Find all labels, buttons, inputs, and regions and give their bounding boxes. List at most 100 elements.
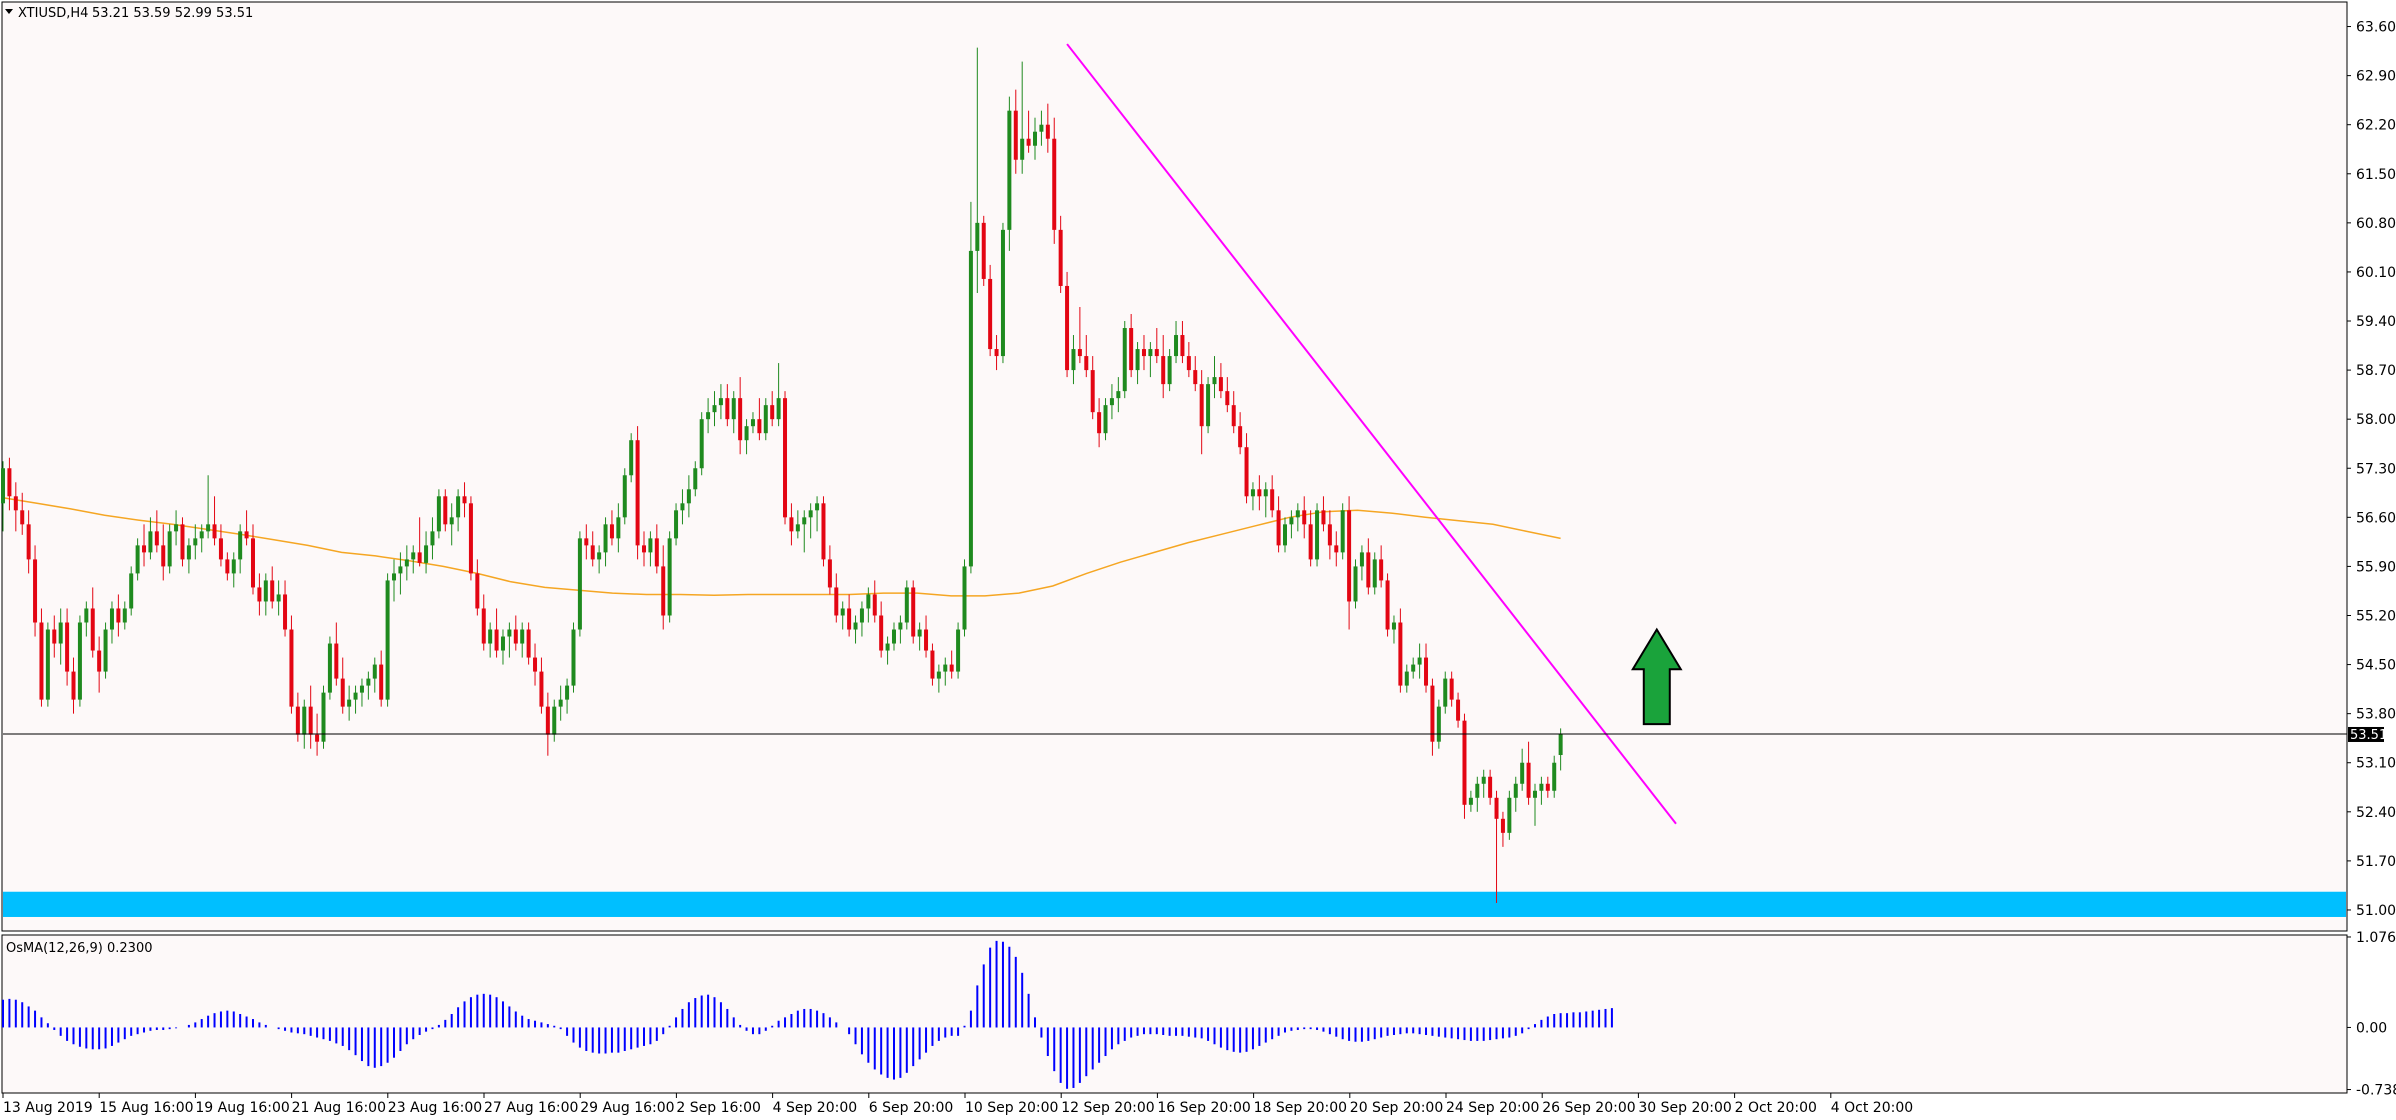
candle: [1026, 110, 1031, 153]
candle: [706, 398, 711, 434]
candle: [571, 622, 576, 693]
candle: [1507, 790, 1512, 840]
candle-body: [770, 405, 775, 420]
candle-body: [84, 608, 89, 623]
candle: [616, 503, 621, 553]
candle-body: [680, 503, 685, 511]
candle: [802, 510, 807, 553]
candle-body: [776, 398, 781, 420]
candle: [994, 335, 999, 371]
candle-body: [77, 622, 82, 700]
candle: [1552, 755, 1557, 798]
candle-body: [1000, 229, 1005, 357]
current-price-tag-box: [2348, 726, 2384, 742]
candle-body: [616, 517, 621, 539]
candle: [1321, 496, 1326, 532]
price-tick-label: 58.70: [2356, 363, 2396, 379]
candle: [52, 615, 57, 658]
candle: [321, 685, 326, 749]
candle-body: [949, 664, 954, 672]
symbol-dropdown-icon[interactable]: [5, 9, 13, 14]
candle-body: [263, 580, 268, 602]
candle: [417, 517, 422, 567]
candle: [231, 552, 236, 588]
candle: [436, 489, 441, 539]
candle: [904, 580, 909, 630]
candle-body: [1141, 349, 1146, 357]
candle-body: [1417, 657, 1422, 665]
candle-body: [218, 538, 223, 560]
candle: [1347, 496, 1352, 630]
time-tick-label: 15 Aug 16:00: [99, 1100, 193, 1116]
time-tick-label: 26 Sep 20:00: [1542, 1100, 1635, 1116]
candle-body: [1250, 489, 1255, 497]
candle: [122, 601, 127, 630]
candle: [827, 545, 832, 595]
candle-body: [1398, 622, 1403, 686]
candle-body: [520, 629, 525, 644]
candle-body: [295, 706, 300, 735]
price-tick-label: 62.90: [2356, 69, 2396, 85]
candle: [161, 524, 166, 581]
candle-body: [1071, 349, 1076, 371]
osma-tick-label: 0.00: [2356, 1020, 2387, 1036]
candle-body: [1199, 384, 1204, 427]
candle: [1161, 335, 1166, 399]
candle: [757, 398, 762, 441]
candle-body: [430, 531, 435, 546]
candle-body: [1077, 349, 1082, 357]
candle: [776, 363, 781, 427]
candle: [847, 594, 852, 637]
candle-body: [513, 629, 518, 644]
candle-body: [1526, 762, 1531, 798]
candle-body: [558, 699, 563, 707]
candle-body: [750, 419, 755, 427]
candle: [1391, 615, 1396, 644]
candle-body: [321, 692, 326, 742]
candle-body: [142, 545, 147, 553]
candle-body: [1084, 356, 1089, 371]
candle-body: [808, 510, 813, 518]
candle-body: [885, 643, 890, 651]
candle-body: [891, 629, 896, 644]
candle: [1372, 552, 1377, 595]
candle-body: [359, 685, 364, 693]
candle-body: [154, 531, 159, 546]
candle-body: [795, 524, 800, 532]
candle-body: [1122, 328, 1127, 392]
candle-body: [1366, 552, 1371, 588]
support-zone: [3, 891, 2346, 917]
candle: [962, 559, 967, 637]
candle: [443, 489, 448, 532]
candle-body: [1545, 783, 1550, 791]
time-tick-label: 13 Aug 2019: [3, 1100, 93, 1116]
candle: [1558, 728, 1563, 771]
candle-body: [1283, 524, 1287, 546]
candle: [206, 475, 211, 539]
candle: [763, 398, 768, 441]
candle: [20, 492, 25, 535]
candle-body: [840, 608, 845, 616]
candle-body: [1500, 818, 1505, 833]
candle-body: [577, 538, 582, 630]
candle: [1289, 510, 1294, 539]
time-tick-label: 2 Oct 20:00: [1735, 1100, 1817, 1116]
price-tick-label: 52.40: [2356, 805, 2396, 821]
candle: [1385, 573, 1390, 637]
downtrend-line[interactable]: [1066, 43, 1677, 825]
candle: [475, 559, 480, 616]
candle-body: [981, 222, 986, 279]
candle-body: [1186, 356, 1191, 371]
time-tick-label: 10 Sep 20:00: [965, 1100, 1058, 1116]
candle: [853, 615, 858, 644]
candle-body: [199, 531, 204, 539]
candle-body: [231, 559, 236, 574]
candle: [789, 503, 794, 546]
candle: [795, 510, 800, 539]
candle-body: [1456, 699, 1461, 721]
candle-body: [327, 643, 332, 693]
candle-body: [1276, 510, 1281, 546]
candle: [116, 594, 121, 637]
candle: [1244, 433, 1249, 504]
candle: [366, 671, 371, 700]
